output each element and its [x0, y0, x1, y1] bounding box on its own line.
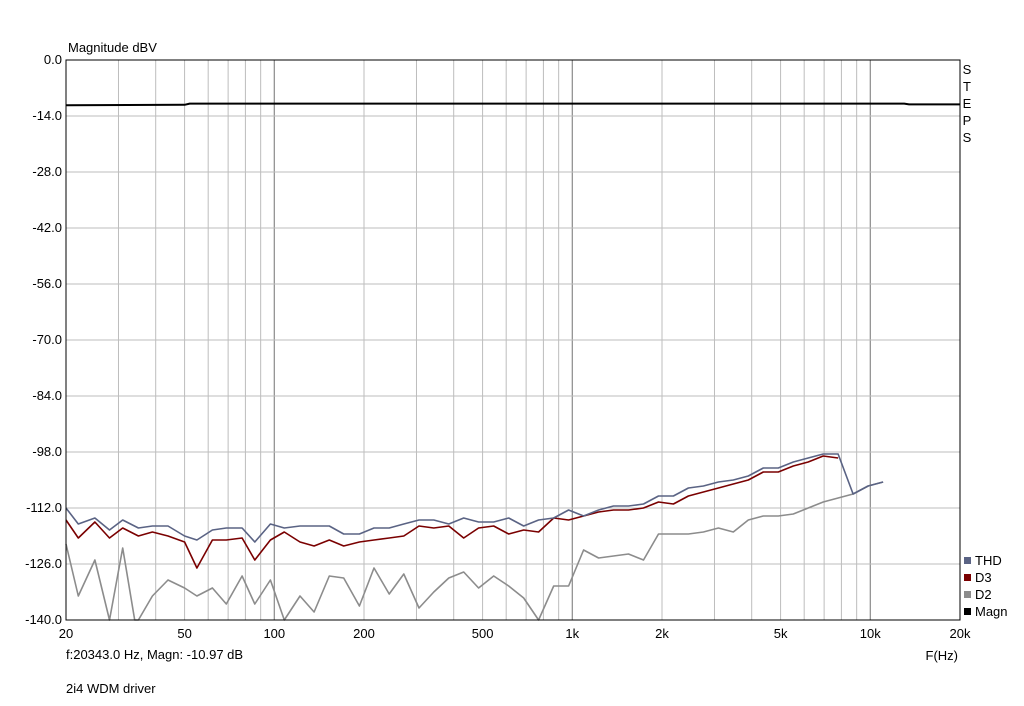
legend-swatch-d2 [964, 591, 971, 598]
chart-title: Magnitude dBV [68, 40, 157, 55]
steps-letter: P [963, 113, 972, 128]
series-line-magn [65, 102, 960, 107]
x-axis-label: F(Hz) [926, 648, 959, 663]
steps-letter: T [963, 79, 971, 94]
y-tick-label: 0.0 [44, 52, 62, 67]
legend-swatch-thd [964, 557, 971, 564]
series-line-d3 [65, 455, 839, 569]
series-line-thd [65, 453, 884, 543]
y-tick-label: -14.0 [32, 108, 62, 123]
y-tick-label: -70.0 [32, 332, 62, 347]
x-tick-label: 20k [950, 626, 971, 641]
x-tick-label: 200 [353, 626, 375, 641]
y-tick-label: -126.0 [25, 556, 62, 571]
legend-label-d2: D2 [975, 587, 992, 602]
x-tick-label: 2k [655, 626, 669, 641]
y-tick-label: -56.0 [32, 276, 62, 291]
cursor-readout: f:20343.0 Hz, Magn: -10.97 dB [66, 647, 244, 662]
plot-frame [65, 59, 961, 621]
x-tick-label: 5k [774, 626, 788, 641]
y-tick-label: -84.0 [32, 388, 62, 403]
x-tick-label: 100 [263, 626, 285, 641]
x-tick-label: 20 [59, 626, 73, 641]
y-tick-label: -28.0 [32, 164, 62, 179]
y-tick-labels: 0.0 -14.0 -28.0 -42.0 -56.0 -70.0 -84.0 -98.0 -1… [25, 52, 62, 627]
y-tick-label: -98.0 [32, 444, 62, 459]
driver-label: 2i4 WDM driver [66, 681, 156, 696]
legend-label-magn: Magn [975, 604, 1008, 619]
legend-swatch-d3 [964, 574, 971, 581]
x-tick-label: 500 [472, 626, 494, 641]
x-tick-label: 10k [860, 626, 881, 641]
steps-letter: S [963, 62, 972, 77]
y-tick-label: -140.0 [25, 612, 62, 627]
legend-swatch-magn [964, 608, 971, 615]
x-tick-labels: 20 50 100 200 500 1k 2k 5k 10k 20k [59, 626, 971, 641]
series-line-d2 [65, 481, 884, 621]
x-tick-label: 1k [565, 626, 579, 641]
legend-label-thd: THD [975, 553, 1002, 568]
x-tick-label: 50 [177, 626, 191, 641]
legend: THD D3 D2 Magn [964, 553, 1008, 619]
grid [66, 60, 960, 620]
steps-letter: E [963, 96, 972, 111]
series-lines [65, 102, 960, 621]
y-tick-label: -42.0 [32, 220, 62, 235]
steps-letter: S [963, 130, 972, 145]
y-tick-label: -112.0 [26, 500, 62, 515]
legend-label-d3: D3 [975, 570, 992, 585]
